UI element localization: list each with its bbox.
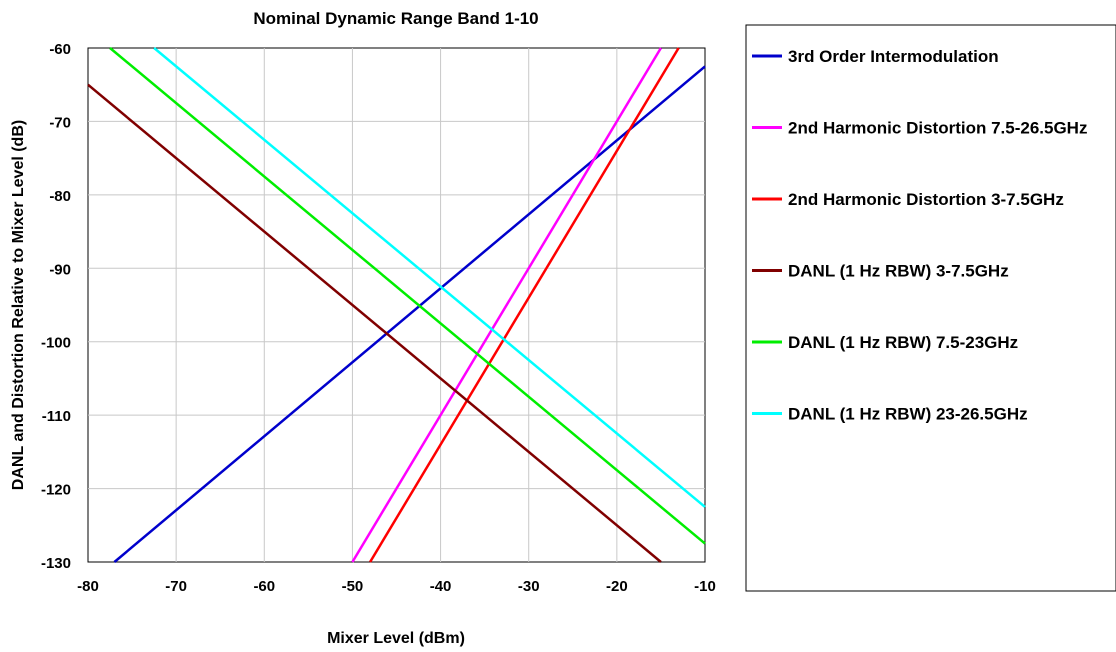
legend-box bbox=[745, 24, 1116, 592]
y-tick-label: -120 bbox=[41, 482, 71, 499]
x-tick-label: -50 bbox=[342, 578, 364, 595]
legend-label: DANL (1 Hz RBW) 7.5-23GHz bbox=[788, 333, 1018, 352]
series-line-6 bbox=[153, 47, 706, 508]
y-tick-labels: -60 -70 -80 -90 -100 -110 -120 -130 bbox=[41, 41, 71, 572]
legend: 3rd Order Intermodulation 2nd Harmonic Di… bbox=[752, 47, 1087, 424]
series-line-2 bbox=[351, 47, 662, 563]
x-tick-label: -40 bbox=[430, 578, 452, 595]
chart-title: Nominal Dynamic Range Band 1-10 bbox=[253, 9, 538, 28]
x-tick-label: -10 bbox=[694, 578, 716, 595]
y-tick-label: -80 bbox=[49, 188, 71, 205]
y-tick-label: -70 bbox=[49, 114, 71, 131]
y-tick-label: -90 bbox=[49, 261, 71, 278]
legend-label: 2nd Harmonic Distortion 3-7.5GHz bbox=[788, 190, 1064, 209]
x-tick-labels: -80 -70 -60 -50 -40 -30 -20 -10 bbox=[77, 578, 716, 595]
x-axis-label: Mixer Level (dBm) bbox=[327, 630, 465, 647]
x-tick-label: -20 bbox=[606, 578, 628, 595]
y-axis-label: DANL and Distortion Relative to Mixer Le… bbox=[10, 120, 27, 490]
series-line-4 bbox=[87, 83, 662, 563]
legend-label: DANL (1 Hz RBW) 3-7.5GHz bbox=[788, 262, 1009, 281]
series-line-5 bbox=[109, 47, 706, 545]
x-tick-label: -30 bbox=[518, 578, 540, 595]
series-line-1 bbox=[113, 65, 706, 563]
legend-label: DANL (1 Hz RBW) 23-26.5GHz bbox=[788, 405, 1028, 424]
y-tick-label: -100 bbox=[41, 335, 71, 352]
y-tick-label: -110 bbox=[42, 408, 71, 425]
series-line-3 bbox=[369, 47, 680, 563]
series-lines bbox=[87, 47, 706, 563]
y-tick-label: -130 bbox=[41, 555, 71, 572]
legend-label: 3rd Order Intermodulation bbox=[788, 47, 999, 66]
legend-label: 2nd Harmonic Distortion 7.5-26.5GHz bbox=[788, 119, 1087, 138]
x-tick-label: -60 bbox=[253, 578, 275, 595]
x-tick-label: -80 bbox=[77, 578, 99, 595]
plot-area bbox=[87, 47, 706, 563]
x-tick-label: -70 bbox=[165, 578, 187, 595]
grid bbox=[88, 48, 705, 562]
y-tick-label: -60 bbox=[49, 41, 71, 58]
